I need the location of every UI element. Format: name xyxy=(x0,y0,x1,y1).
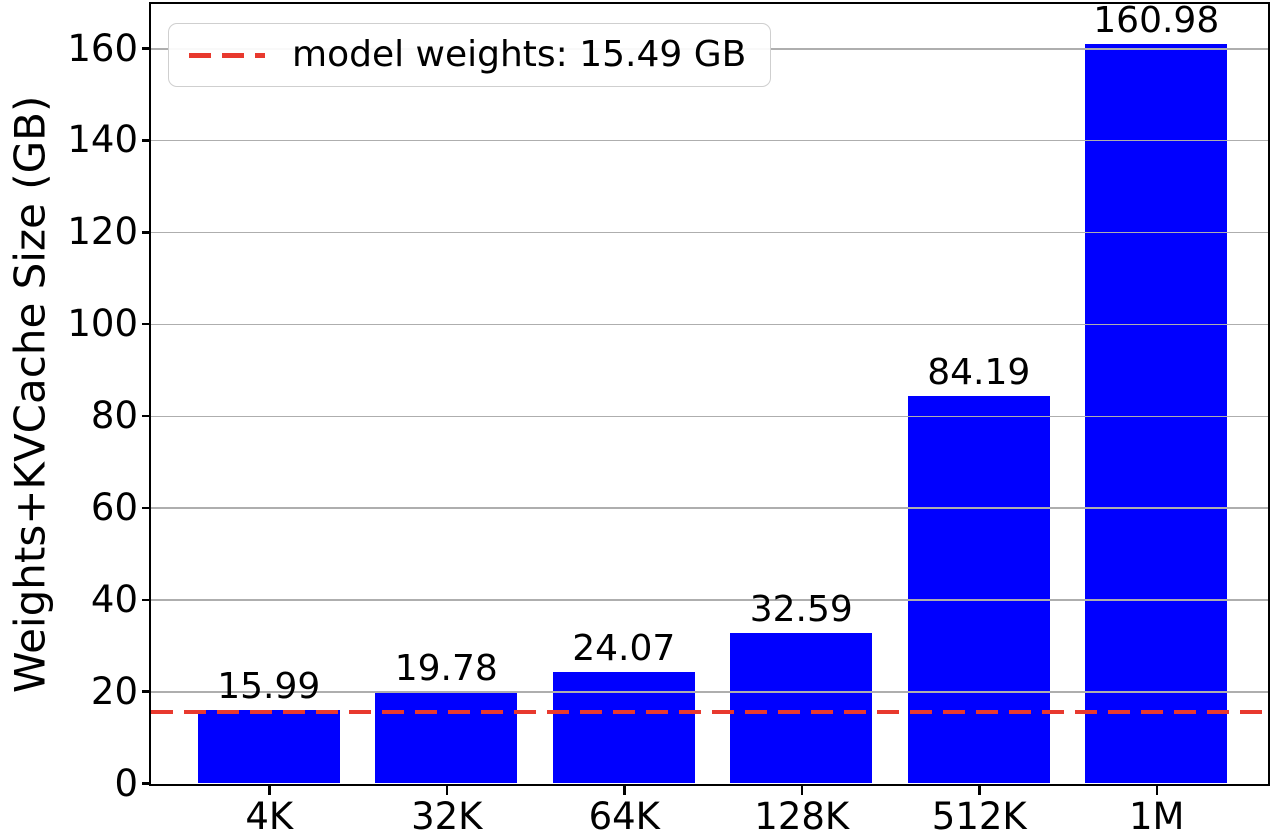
bar-value-label-64K: 24.07 xyxy=(572,628,676,670)
legend: model weights: 15.49 GB xyxy=(168,23,772,87)
x-tick-label-128K: 128K xyxy=(754,794,850,836)
gridline-20 xyxy=(151,691,1268,693)
gridline-40 xyxy=(151,599,1268,601)
bar-128K xyxy=(730,633,873,783)
bar-64K xyxy=(552,672,695,783)
y-tick-mark-0 xyxy=(141,782,152,785)
x-tick-mark-32K xyxy=(445,785,448,795)
gridline-60 xyxy=(151,507,1268,509)
bar-512K xyxy=(907,396,1050,783)
y-tick-label-0: 0 xyxy=(114,761,138,805)
y-tick-mark-100 xyxy=(141,322,152,326)
x-tick-label-4K: 4K xyxy=(245,794,294,836)
legend-label: model weights: 15.49 GB xyxy=(292,34,747,75)
plot-area: 15.99 19.78 24.07 32.59 84.19 160.98 model we… xyxy=(149,0,1270,786)
gridline-100 xyxy=(151,323,1268,326)
y-tick-label-60: 60 xyxy=(90,485,138,529)
bar-value-label-1M: 160.98 xyxy=(1093,0,1220,41)
bar-4K xyxy=(197,709,340,783)
y-tick-label-20: 20 xyxy=(90,669,138,713)
dashed-line-icon xyxy=(189,52,265,58)
y-tick-label-80: 80 xyxy=(90,394,138,438)
x-tick-label-1M: 1M xyxy=(1129,794,1185,836)
gridline-140 xyxy=(151,139,1268,142)
y-tick-label-100: 100 xyxy=(67,302,138,346)
y-tick-mark-140 xyxy=(141,139,152,142)
bar-1M xyxy=(1085,43,1228,783)
y-tick-mark-120 xyxy=(141,231,152,234)
gridline-120 xyxy=(151,231,1268,234)
y-tick-mark-60 xyxy=(141,506,152,510)
x-tick-mark-128K xyxy=(800,785,803,795)
bar-value-label-32K: 19.78 xyxy=(394,648,498,690)
x-tick-label-32K: 32K xyxy=(411,794,483,836)
x-tick-label-64K: 64K xyxy=(588,794,660,836)
plot-inner: 15.99 19.78 24.07 32.59 84.19 160.98 model we… xyxy=(151,0,1268,784)
y-tick-label-160: 160 xyxy=(67,26,138,70)
y-tick-label-120: 120 xyxy=(67,210,138,254)
x-tick-label-512K: 512K xyxy=(931,794,1027,836)
x-tick-mark-1M xyxy=(1155,785,1158,795)
x-tick-mark-64K xyxy=(623,785,626,795)
y-tick-mark-160 xyxy=(141,47,152,50)
x-tick-mark-512K xyxy=(978,785,981,795)
bar-value-label-512K: 84.19 xyxy=(927,352,1031,394)
y-tick-label-140: 140 xyxy=(67,118,138,162)
y-tick-mark-80 xyxy=(141,414,152,418)
bar-32K xyxy=(375,692,518,783)
y-tick-label-40: 40 xyxy=(90,577,138,621)
bar-value-label-4K: 15.99 xyxy=(217,665,321,707)
y-tick-mark-20 xyxy=(141,690,152,693)
bar-value-label-128K: 32.59 xyxy=(749,589,853,631)
x-tick-mark-4K xyxy=(268,785,271,795)
reference-line xyxy=(151,709,1268,715)
y-tick-mark-40 xyxy=(141,598,152,602)
gridline-80 xyxy=(151,415,1268,418)
